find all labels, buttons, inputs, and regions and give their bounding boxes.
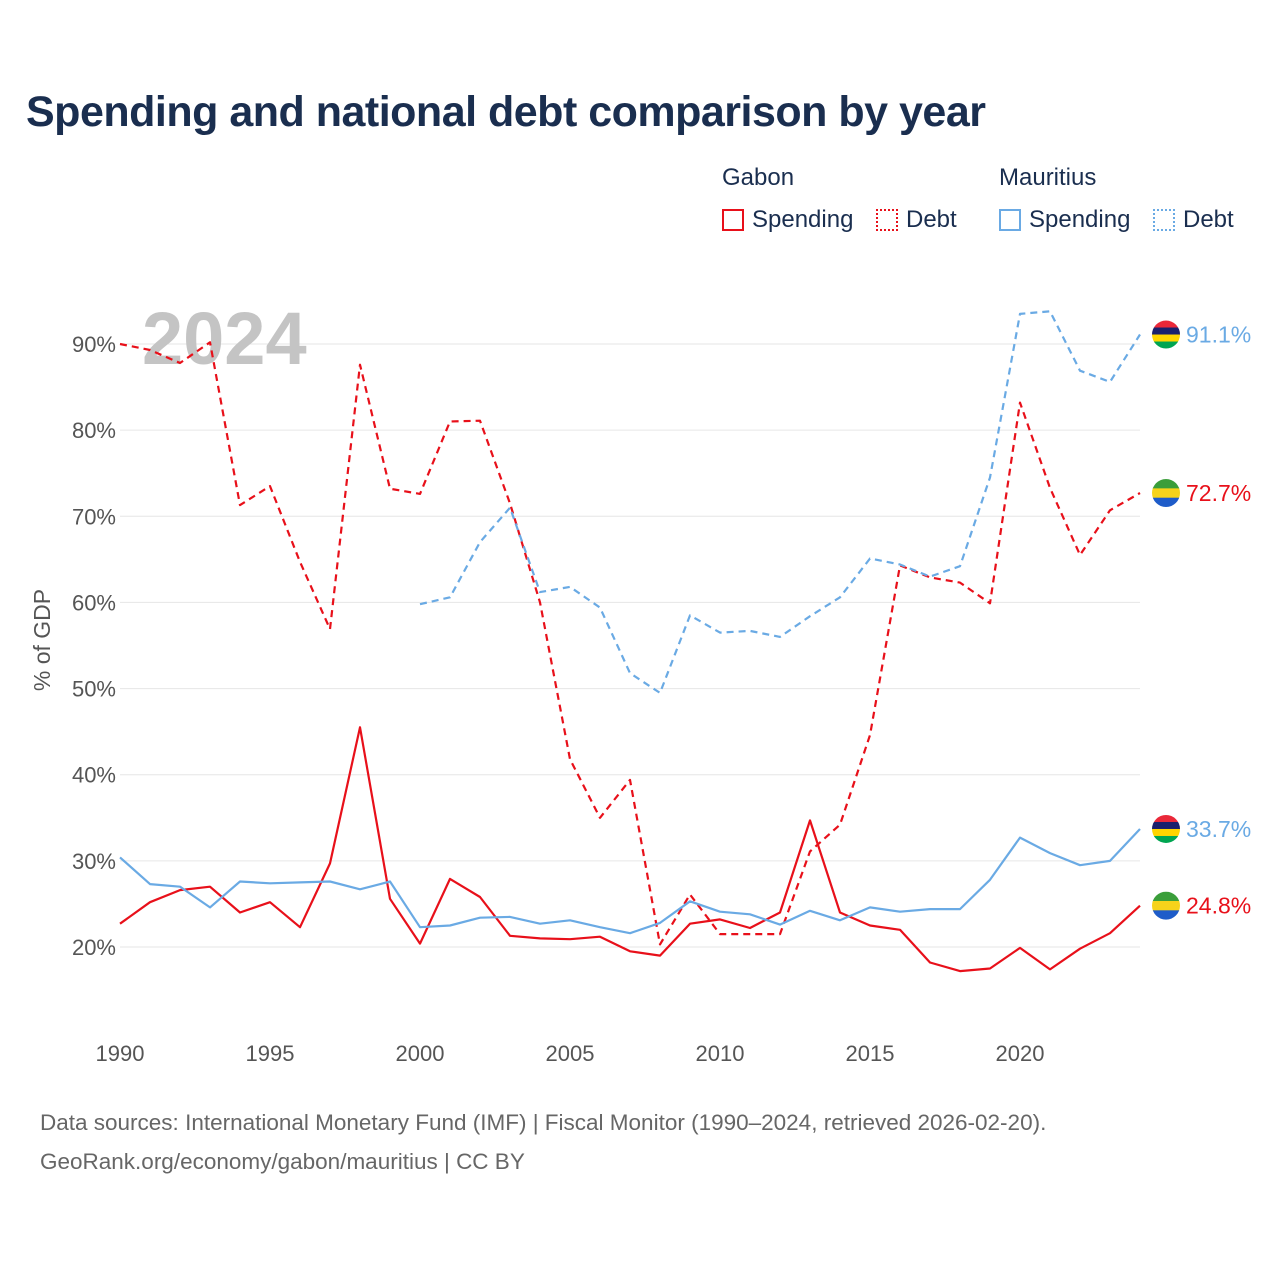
x-tick-label-2015: 2015 (846, 1041, 895, 1066)
mauritius-flag-icon (1152, 814, 1180, 843)
y-axis-label: % of GDP (29, 589, 55, 691)
mauritius-debt-end-label: 91.1% (1186, 322, 1251, 348)
y-axis-ticks: 20% 30% 40% 50% 60% 70% 80% 90% (72, 332, 116, 960)
gabon-debt-line (119, 341, 1141, 946)
chart-title: Spending and national debt comparison by… (26, 88, 986, 136)
x-axis-ticks: 1990 1995 2000 2005 2010 2015 2020 (96, 1041, 1045, 1066)
legend-gabon-debt-label: Debt (906, 206, 957, 233)
x-tick-label-1995: 1995 (246, 1041, 295, 1066)
legend-mauritius-spending-label: Spending (1029, 206, 1131, 233)
legend-mauritius-heading: Mauritius (999, 164, 1097, 191)
y-tick-label-90: 90% (72, 332, 116, 357)
mauritius-spending-end-label: 33.7% (1186, 816, 1251, 842)
legend-gabon-debt[interactable]: Debt (876, 206, 957, 234)
legend-mauritius-spending[interactable]: Spending (999, 206, 1130, 234)
y-tick-label-40: 40% (72, 763, 116, 788)
x-tick-label-1990: 1990 (96, 1041, 145, 1066)
y-tick-label-20: 20% (72, 935, 116, 960)
x-tick-label-2005: 2005 (546, 1041, 595, 1066)
legend-gabon-debt-swatch (876, 209, 898, 231)
y-tick-label-80: 80% (72, 418, 116, 443)
y-tick-label-60: 60% (72, 590, 116, 615)
x-tick-label-2000: 2000 (396, 1041, 445, 1066)
mauritius-debt-line (419, 310, 1141, 695)
legend-gabon-spending-label: Spending (752, 206, 854, 233)
x-tick-label-2010: 2010 (696, 1041, 745, 1066)
legend-gabon-spending[interactable]: Spending (722, 206, 853, 234)
y-tick-label-70: 70% (72, 504, 116, 529)
y-tick-label-50: 50% (72, 677, 116, 702)
legend-mauritius-spending-swatch (999, 209, 1021, 231)
gridlines (120, 343, 1140, 948)
footer-attribution[interactable]: GeoRank.org/economy/gabon/mauritius | CC… (40, 1149, 525, 1174)
legend-gabon-spending-swatch (722, 209, 744, 231)
y-tick-label-30: 30% (72, 849, 116, 874)
legend-mauritius-debt-label: Debt (1183, 206, 1234, 233)
gabon-flag-icon (1152, 891, 1180, 920)
mauritius-flag-icon (1152, 320, 1180, 349)
legend-mauritius-debt[interactable]: Debt (1153, 206, 1234, 234)
gabon-spending-line (119, 726, 1141, 973)
legend-gabon-heading: Gabon (722, 164, 795, 191)
end-flags (1152, 320, 1180, 920)
footer-sources: Data sources: International Monetary Fun… (40, 1110, 1047, 1135)
legend-mauritius-debt-swatch (1153, 209, 1175, 231)
mauritius-spending-line (119, 828, 1141, 935)
gabon-flag-icon (1152, 479, 1180, 508)
end-labels: 72.7% 91.1% 24.8% 33.7% (1186, 322, 1251, 919)
x-tick-label-2020: 2020 (996, 1041, 1045, 1066)
series-lines (119, 310, 1141, 973)
gabon-spending-end-label: 24.8% (1186, 893, 1251, 919)
year-watermark: 2024 (142, 297, 307, 380)
gabon-debt-end-label: 72.7% (1186, 480, 1251, 506)
